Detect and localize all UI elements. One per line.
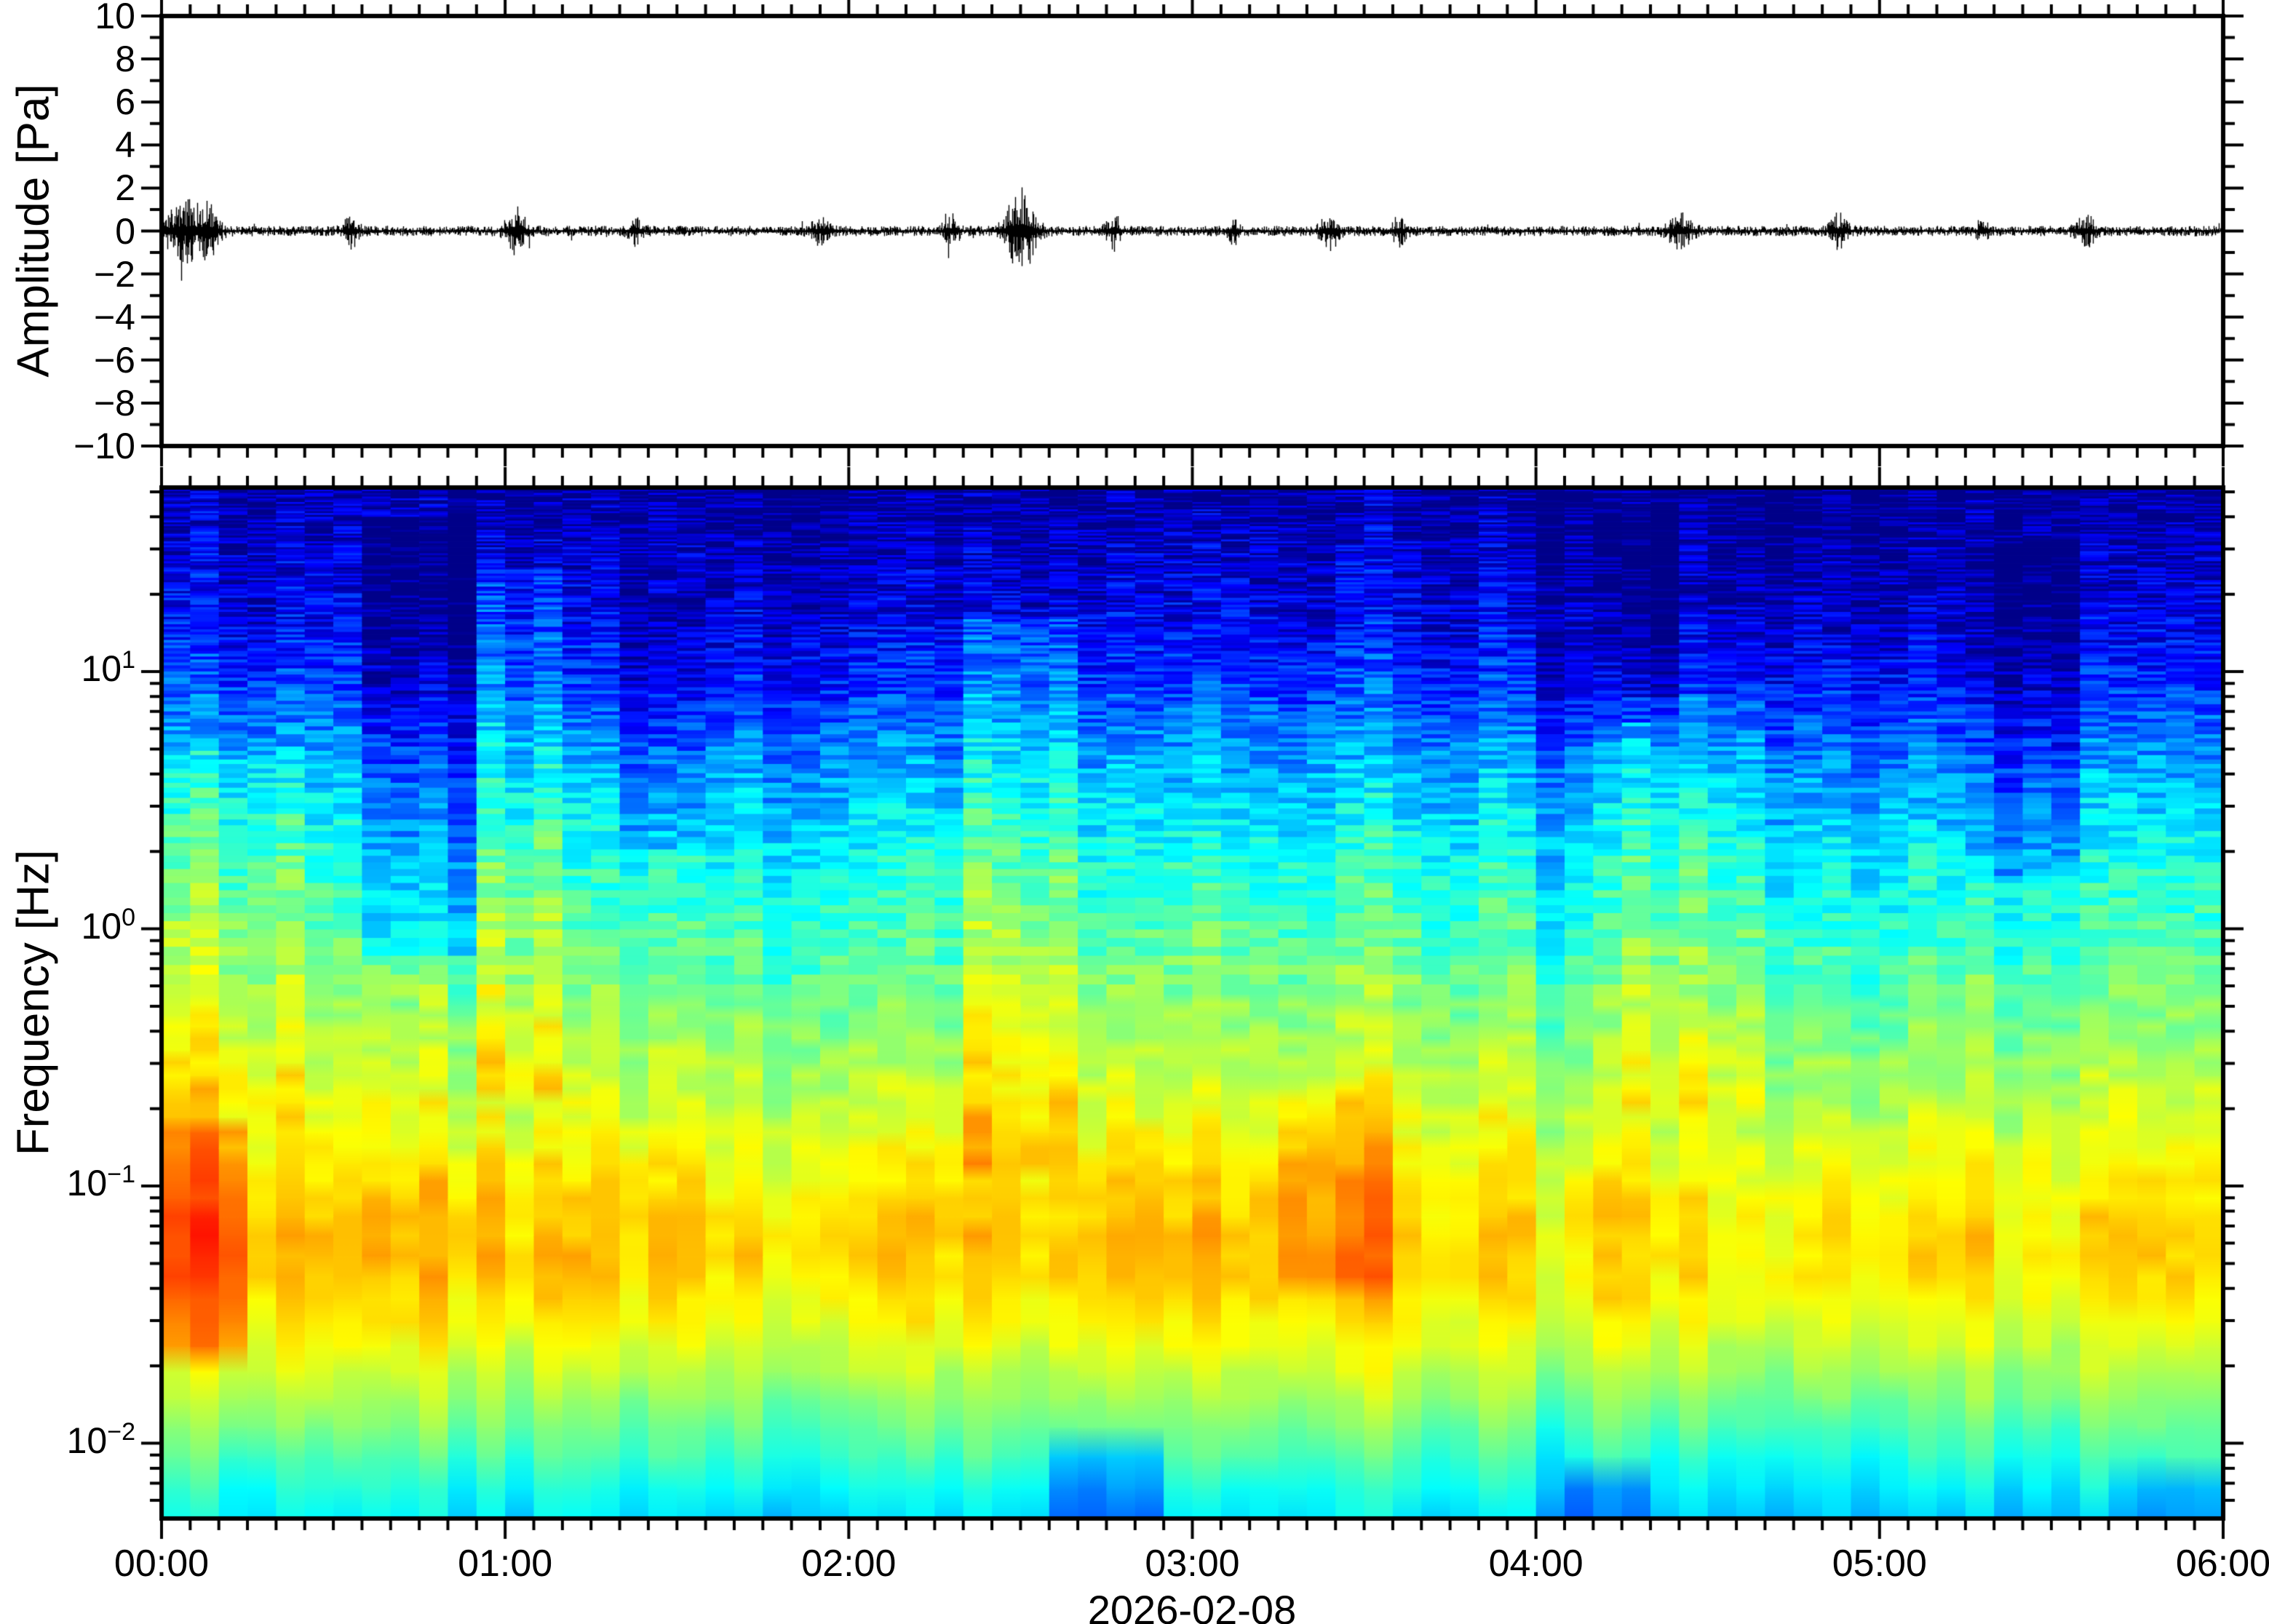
time-tick-label: 03:00 xyxy=(1145,1543,1240,1585)
time-tick-label: 01:00 xyxy=(458,1543,553,1585)
time-tick-label: 00:00 xyxy=(114,1543,210,1585)
time-tick-label: 02:00 xyxy=(801,1543,897,1585)
x-axis-date-label: 2026-02-08 xyxy=(1087,1587,1297,1624)
time-tick-label: 06:00 xyxy=(2175,1543,2269,1585)
amplitude-tick-label: −2 xyxy=(93,253,135,295)
spectrogram-y-axis-title: Frequency [Hz] xyxy=(8,849,59,1156)
frequency-tick-label: 101 xyxy=(81,646,135,690)
amplitude-tick-label: −6 xyxy=(93,339,135,381)
amplitude-tick-label: −10 xyxy=(73,426,135,466)
amplitude-tick-label: 4 xyxy=(115,124,135,166)
time-tick-label: 04:00 xyxy=(1488,1543,1583,1585)
amplitude-tick-label: −4 xyxy=(93,296,135,338)
amplitude-tick-label: 10 xyxy=(95,0,135,36)
amplitude-tick-label: 0 xyxy=(115,210,135,252)
frequency-tick-label: 100 xyxy=(81,903,135,947)
amplitude-tick-label: 6 xyxy=(115,81,135,123)
amplitude-tick-label: −8 xyxy=(93,382,135,423)
frequency-tick-label: 10−1 xyxy=(66,1161,135,1204)
amplitude-tick-label: 2 xyxy=(115,167,135,209)
frequency-tick-label: 10−2 xyxy=(66,1417,135,1461)
time-tick-label: 05:00 xyxy=(1832,1543,1927,1585)
amplitude-tick-label: 8 xyxy=(115,39,135,80)
